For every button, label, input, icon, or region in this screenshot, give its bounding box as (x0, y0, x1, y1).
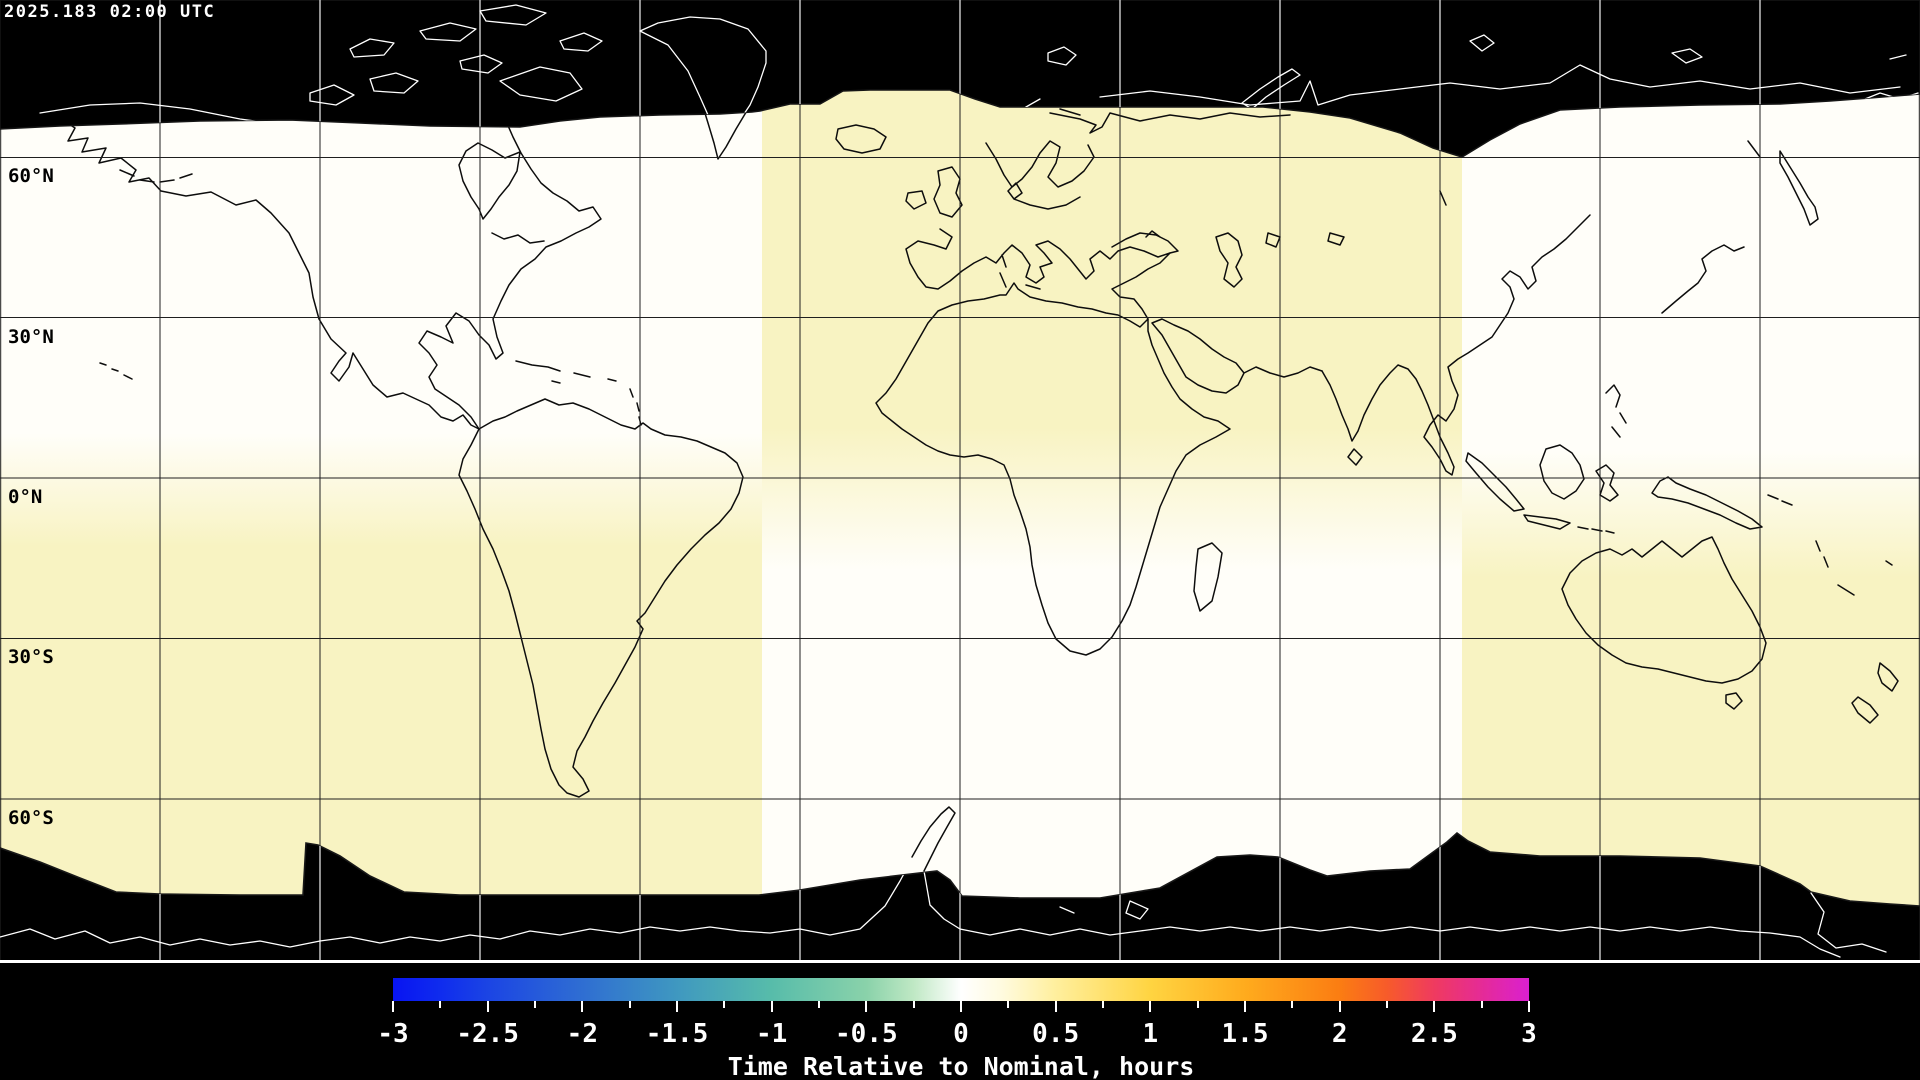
colorbar-minor-tick (439, 1001, 442, 1008)
colorbar-minor-tick (818, 1001, 820, 1008)
colorbar-tick-label: -3 (377, 1019, 409, 1049)
colorbar-tick-label: 0.5 (1032, 1019, 1080, 1049)
coast-north-america (59, 117, 480, 430)
coast-hudson-bay (458, 142, 521, 220)
latitude-label: 60°S (8, 806, 54, 829)
latitude-label: 60°N (8, 165, 54, 188)
coast-svalbard-novaya-zemlya (1047, 34, 1907, 110)
pacific-islands (99, 169, 1893, 596)
colorbar-major-tick (1528, 1001, 1530, 1012)
colorbar-tick-label: -2 (566, 1019, 598, 1049)
antarctic-peninsula-tip (911, 806, 956, 872)
timestamp: 2025.183 02:00 UTC (4, 2, 216, 22)
colorbar-minor-tick (912, 1001, 915, 1008)
colorbar-tick-label: -1 (756, 1019, 788, 1049)
colorbar-tick-label: 1.5 (1221, 1019, 1269, 1049)
black-sea-caspian (1111, 190, 1447, 288)
colorbar-major-tick (486, 1001, 489, 1012)
map-bottom-border (0, 960, 1920, 963)
coast-arctic-alaska (39, 102, 286, 126)
colorbar-minor-tick (1480, 1001, 1483, 1008)
coast-africa (875, 282, 1231, 656)
coast-iceland (835, 124, 887, 154)
colorbar-title: Time Relative to Nominal, hours (727, 1052, 1195, 1080)
coastlines (59, 18, 1899, 872)
colorbar-tick-label: 3 (1521, 1019, 1537, 1049)
coast-canadian-arctic-islands (309, 4, 603, 106)
colorbar-tick-label: -0.5 (835, 1019, 898, 1049)
colorbar-tick-label: -2.5 (456, 1019, 519, 1049)
colorbar-minor-tick (1386, 1001, 1388, 1008)
colorbar-minor-tick (1291, 1001, 1294, 1008)
colorbar-minor-tick (534, 1001, 536, 1008)
coast-scandinavia (985, 140, 1095, 210)
colorbar-major-tick (676, 1001, 678, 1012)
coast-uk-ireland (905, 166, 963, 218)
colorbar-tick-label: 2 (1331, 1019, 1348, 1049)
coast-east-asia (1423, 214, 1591, 476)
colorbar-major-tick (581, 1001, 584, 1012)
coast-south-america (458, 398, 744, 798)
coast-india (1321, 364, 1441, 466)
coast-kamchatka (1747, 140, 1819, 226)
coast-madagascar (1193, 542, 1223, 612)
colorbar-major-tick (392, 1001, 394, 1012)
colorbar-major-tick (1433, 1001, 1436, 1012)
coast-indonesia (1465, 384, 1763, 534)
colorbar-major-tick (865, 1001, 868, 1012)
world-map (0, 0, 1920, 963)
graticule-dark (0, 0, 1920, 963)
colorbar-tick-label: 2.5 (1410, 1019, 1458, 1049)
coast-japan (1661, 244, 1745, 314)
colorbar-tick-label: -1.5 (645, 1019, 709, 1049)
colorbar-tick-label: 1 (1142, 1019, 1159, 1049)
great-lakes (491, 232, 545, 244)
coast-arabia (1151, 318, 1323, 394)
colorbar-major-tick (1338, 1001, 1341, 1012)
caribbean-islands (515, 360, 642, 426)
coast-australia (1561, 536, 1767, 710)
colorbar-major-tick (770, 1001, 773, 1012)
colorbar-minor-tick (723, 1001, 726, 1008)
coast-new-zealand (1851, 662, 1899, 724)
colorbar-major-tick (1244, 1001, 1246, 1012)
coast-greenland-north (639, 16, 767, 116)
colorbar-major-tick (1054, 1001, 1057, 1012)
latitude-label: 30°N (8, 325, 54, 348)
coast-north-america-east (418, 120, 602, 430)
colorbar-minor-tick (1007, 1001, 1010, 1008)
colorbar-minor-tick (1196, 1001, 1199, 1008)
latitude-label: 0°N (8, 486, 43, 508)
colorbar-major-tick (960, 1001, 962, 1012)
colorbar-minor-tick (628, 1001, 631, 1008)
colorbar-major-tick (1149, 1001, 1152, 1012)
coast-siberia-south (1049, 108, 1291, 134)
colorbar-gradient (393, 978, 1529, 1001)
coast-europe-mediterranean (905, 228, 1171, 320)
colorbar-minor-tick (1102, 1001, 1104, 1008)
latitude-label: 30°S (8, 646, 54, 669)
colorbar-tick-label: 0 (953, 1019, 969, 1049)
